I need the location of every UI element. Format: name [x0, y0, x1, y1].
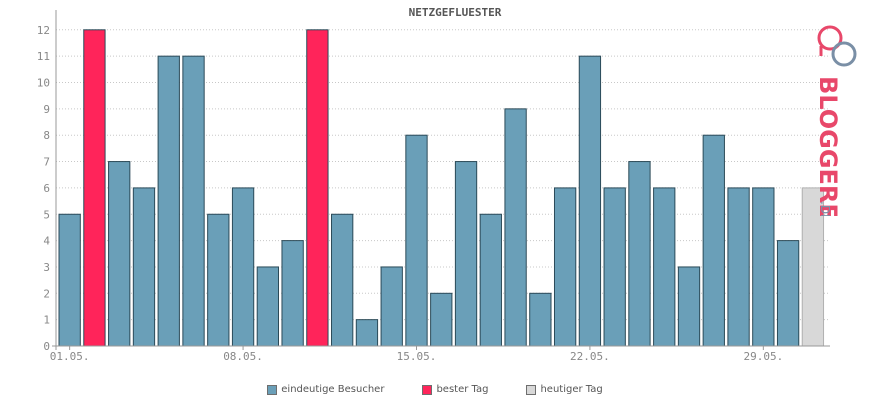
logo-brand: BLOGGEREI [814, 76, 842, 216]
y-tick-label: 10 [37, 77, 50, 90]
bar-08.05. [231, 187, 255, 347]
legend-label-visitors: eindeutige Besucher [281, 384, 385, 395]
legend-item-best-day: bester Tag [422, 384, 488, 395]
bar-15.05. [405, 134, 428, 347]
y-tick-label: 8 [43, 129, 50, 142]
bar-05.05. [157, 55, 180, 347]
bar-01.05. [58, 213, 81, 347]
bar-17.05. [454, 161, 478, 347]
y-tick-label: 7 [43, 156, 50, 169]
y-tick-label: 6 [43, 182, 50, 195]
y-tick-label: 1 [43, 314, 50, 327]
bar-11.05. [306, 29, 329, 347]
bar-26.05. [677, 266, 701, 347]
y-tick-label: 12 [37, 24, 50, 37]
bloggerei-logo: BLOGGEREI .DE [814, 25, 857, 216]
bar-27.05. [702, 134, 725, 347]
x-tick-label: 08.05. [223, 350, 263, 363]
bar-28.05. [727, 187, 750, 347]
y-tick-label: 11 [37, 50, 50, 63]
bar-20.05. [529, 292, 552, 347]
bar-07.05. [207, 213, 230, 347]
bar-14.05. [380, 266, 403, 347]
x-tick-label: 29.05. [743, 350, 783, 363]
bar-22.05. [578, 55, 602, 347]
y-tick-label: 4 [43, 235, 50, 248]
bar-03.05. [108, 161, 131, 347]
legend-label-today: heutiger Tag [540, 384, 603, 395]
bar-10.05. [281, 240, 304, 347]
legend-item-today: heutiger Tag [526, 384, 603, 395]
bar-30.05. [776, 240, 800, 347]
bar-19.05. [504, 108, 527, 347]
logo-icon [817, 25, 857, 67]
bar-16.05. [430, 292, 453, 347]
y-tick-label: 2 [43, 287, 50, 300]
logo-suffix: .DE [818, 201, 832, 216]
y-tick-label: 0 [43, 340, 50, 353]
bar-09.05. [256, 266, 279, 347]
bar-02.05. [83, 29, 106, 347]
x-axis-ticks: 01.05. 08.05. 15.05. 22.05. 29.05. [50, 346, 783, 363]
x-tick-label: 15.05. [397, 350, 437, 363]
legend-swatch-best-day [422, 384, 433, 395]
y-tick-label: 3 [43, 261, 50, 274]
bar-21.05. [553, 187, 577, 347]
bar-group [58, 29, 825, 347]
chart-legend: eindeutige Besucher bester Tag heutiger … [0, 384, 870, 395]
bar-04.05. [132, 187, 156, 347]
x-tick-label: 01.05. [50, 350, 90, 363]
bar-12.05. [331, 213, 354, 347]
x-tick-label: 22.05. [570, 350, 610, 363]
bar-24.05. [628, 161, 651, 347]
bar-13.05. [355, 319, 379, 347]
legend-label-best-day: bester Tag [436, 384, 489, 395]
chart-title: NETZGEFLUESTER [409, 6, 502, 19]
legend-item-visitors: eindeutige Besucher [267, 384, 384, 395]
legend-swatch-today [526, 384, 537, 395]
y-tick-label: 5 [43, 208, 50, 221]
bar-23.05. [603, 187, 626, 347]
y-tick-label: 9 [43, 103, 50, 116]
bar-25.05. [653, 187, 676, 347]
bar-29.05. [752, 187, 775, 347]
legend-swatch-visitors [267, 384, 278, 395]
bar-06.05. [182, 55, 205, 347]
bar-18.05. [479, 213, 502, 347]
